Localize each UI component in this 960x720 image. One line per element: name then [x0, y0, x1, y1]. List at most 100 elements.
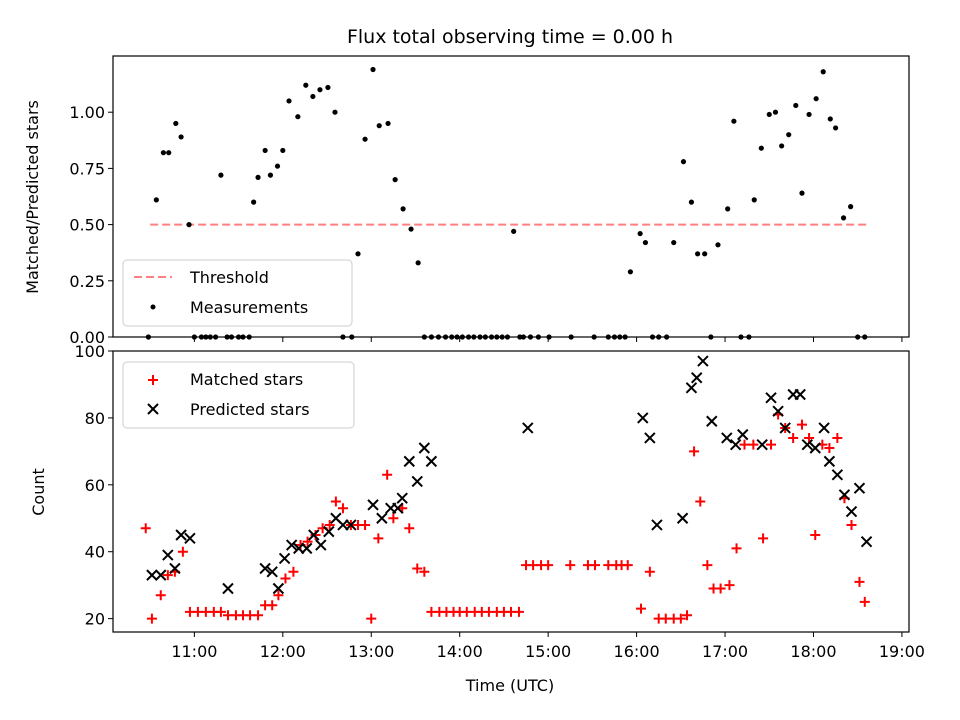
predicted-stars-point: [706, 415, 718, 427]
measurements-point: [766, 111, 772, 118]
measurements-point: [332, 109, 338, 115]
predicted-stars-point: [845, 505, 858, 518]
predicted-stars-point: [853, 482, 866, 494]
matched-stars-point: [832, 432, 843, 443]
measurements-point: [799, 190, 805, 196]
bottom-y-tick-label: 80: [85, 409, 105, 428]
measurements-point: [173, 120, 179, 127]
measurements-point: [813, 96, 819, 102]
matched-stars-point: [788, 432, 799, 443]
bottom-x-tick-label: 13:00: [348, 642, 394, 661]
measurements-point: [400, 206, 406, 212]
measurements-point: [251, 199, 257, 205]
predicted-stars-point: [685, 382, 698, 394]
matched-stars-point: [859, 596, 870, 607]
bottom-y-tick-label: 100: [74, 342, 105, 361]
count-plot-frame: [112, 350, 910, 633]
matched-stars-point: [689, 446, 700, 457]
measurements-point: [511, 228, 517, 234]
matched-legend-swatch: [148, 375, 158, 385]
bottom-x-tick-label: 15:00: [525, 642, 571, 661]
matched-stars-point: [404, 523, 415, 534]
bottom-y-tick-label: 20: [85, 610, 105, 629]
bottom-y-tick-label: 60: [85, 476, 105, 495]
matched-stars-point: [215, 606, 226, 617]
predicted-legend-swatch: [147, 403, 159, 415]
measurements-point: [303, 82, 309, 88]
measurements-point: [178, 134, 184, 140]
measurements-point: [827, 116, 833, 122]
measurements-point: [286, 98, 292, 104]
matched-stars-point: [590, 560, 601, 571]
measurements-point: [840, 215, 847, 221]
measurements-point: [262, 147, 268, 154]
bottom-x-tick-label: 17:00: [702, 642, 748, 661]
measurements-point: [793, 102, 799, 109]
measurements-point: [280, 147, 286, 154]
matched-stars-point: [382, 469, 393, 480]
measurements-point: [779, 143, 785, 149]
measurements-point: [408, 226, 414, 232]
matched-stars-point: [804, 432, 815, 443]
matched-stars-point: [302, 536, 313, 547]
matched-stars-point: [702, 560, 713, 571]
matched-stars-point: [155, 590, 166, 601]
matched-stars-point: [846, 519, 857, 530]
top-y-axis-label: Matched/Predicted stars: [23, 100, 42, 294]
predicted-stars-point: [729, 438, 742, 451]
matched-stars-point: [253, 610, 264, 621]
measurements-legend-label: Measurements: [190, 298, 308, 317]
matched-stars-point: [565, 560, 576, 571]
measurements-point: [362, 136, 368, 142]
predicted-stars-point: [823, 455, 836, 468]
predicted-stars-point: [838, 489, 851, 501]
predicted-stars-point: [411, 475, 423, 488]
matched-stars-point: [739, 439, 750, 450]
matched-legend-label: Matched stars: [190, 370, 303, 389]
predicted-stars-point: [259, 562, 271, 575]
measurements-point: [370, 66, 376, 73]
measurements-point: [153, 197, 159, 203]
predicted-stars-point: [779, 422, 791, 434]
matched-stars-point: [162, 570, 173, 581]
matched-stars-point: [715, 583, 726, 594]
matched-stars-point: [324, 519, 335, 530]
matched-stars-point: [140, 523, 151, 534]
top-y-tick-label: 0.25: [69, 272, 105, 291]
top-y-tick-label: 1.00: [69, 103, 105, 122]
predicted-stars-point: [266, 566, 278, 578]
predicted-stars-point: [765, 392, 777, 404]
predicted-stars-point: [155, 569, 167, 581]
predicted-stars-point: [392, 502, 404, 514]
predicted-stars-point: [376, 512, 388, 524]
matched-stars-point: [758, 533, 769, 544]
measurements-point: [186, 222, 192, 228]
predicted-stars-point: [169, 562, 181, 575]
predicted-stars-point: [278, 552, 291, 565]
measurements-point: [255, 174, 261, 180]
matched-stars-point: [267, 600, 278, 611]
bottom-y-axis-label: Count: [29, 468, 48, 516]
top-legend: Threshold Measurements: [122, 259, 353, 327]
predicted-stars-point: [676, 512, 689, 524]
matched-stars-point: [695, 496, 706, 507]
matched-stars-point: [388, 513, 399, 524]
predicted-stars-point: [162, 549, 174, 561]
measurements-point: [376, 123, 382, 129]
predicted-stars-point: [794, 388, 806, 401]
matched-stars-point: [288, 566, 299, 577]
measurements-point: [731, 118, 737, 124]
measurements-point: [166, 150, 172, 156]
measurements-point: [772, 109, 779, 115]
bottom-legend: Matched stars Predicted stars: [122, 361, 355, 429]
measurements-legend-swatch: [150, 304, 156, 310]
matched-stars-point: [731, 543, 742, 554]
measurements-point: [820, 69, 826, 75]
bottom-x-tick-label: 11:00: [171, 642, 217, 661]
matched-stars-point: [675, 613, 686, 624]
predicted-stars-point: [756, 438, 768, 451]
matched-stars-point: [360, 519, 371, 530]
predicted-stars-point: [300, 542, 313, 555]
predicted-stars-point: [860, 535, 873, 548]
